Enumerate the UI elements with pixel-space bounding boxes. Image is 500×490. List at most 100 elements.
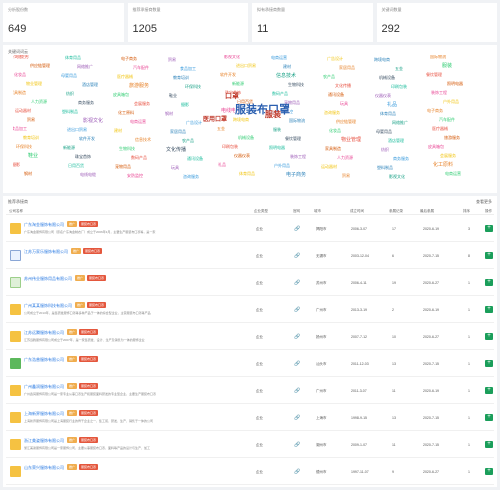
- company-name-link[interactable]: 上海新界服饰有限公司: [24, 411, 64, 416]
- link-icon[interactable]: 🔗: [294, 307, 301, 313]
- add-button[interactable]: +: [485, 468, 493, 475]
- company-type: 企业: [256, 254, 263, 258]
- link-icon[interactable]: 🔗: [294, 253, 301, 259]
- keyword: 环保科技: [16, 144, 32, 149]
- table-row: 山东荣兴服饰有限公司 推广 服装布口罩 企业 🔗 德州市 1997-11-07 9 2020-6…: [6, 459, 494, 485]
- keyword: 教育培训: [23, 135, 39, 140]
- stat-card: 分析股份数 649: [3, 3, 124, 42]
- category-tag: 服装布口罩: [79, 464, 99, 470]
- keyword: 电线电缆: [80, 172, 96, 177]
- link-icon[interactable]: 🔗: [294, 388, 301, 394]
- promo-tag: 推广: [75, 275, 86, 281]
- last-exhibition: 2020-6-27: [423, 335, 439, 339]
- keyword: 影视文化: [224, 55, 240, 59]
- city: 揭阳市: [316, 227, 327, 231]
- add-button[interactable]: +: [485, 387, 493, 394]
- exhibition-count: 9: [392, 470, 394, 474]
- keyword: 化工原料: [118, 110, 134, 115]
- company-description: 浙江美姿服饰有限公司是一家服饰公司，主要从事服装布口罩、面料等产品的设计与生产、…: [24, 446, 151, 450]
- keyword: 食品加工: [180, 66, 196, 71]
- keyword: 五金: [395, 66, 403, 71]
- table-header: 公司名称 企业类型 官网 城市 成立时间 参展记录 最后参展 排序 操作: [6, 207, 494, 215]
- rank: 1: [468, 335, 470, 339]
- keyword: 贸易: [342, 173, 350, 178]
- col-action: 操作: [485, 209, 492, 213]
- company-name-link[interactable]: 江苏远腾服饰有限公司: [24, 330, 64, 335]
- company-name-link[interactable]: 广东淘金服饰有限公司: [24, 222, 64, 227]
- last-exhibition: 2020-6-19: [423, 227, 439, 231]
- keyword: 医疗器械: [432, 126, 448, 131]
- link-icon[interactable]: 🔗: [294, 469, 301, 475]
- link-icon[interactable]: 🔗: [294, 334, 301, 340]
- keyword: 玩具: [340, 101, 348, 106]
- company-name-link[interactable]: 广州某某服饰科技有限公司: [24, 303, 72, 308]
- add-button[interactable]: +: [485, 252, 493, 259]
- promo-tag: 推广: [75, 302, 86, 308]
- company-name-link[interactable]: 江苏万家乐服饰有限公司: [24, 249, 68, 254]
- table-row: 广州鑫润服饰有限公司 推广 服装布口罩 广州鑫润服饰有限公司是一家专业从事口罩生产和服…: [6, 378, 494, 404]
- exhibition-count: 17: [392, 227, 396, 231]
- add-button[interactable]: +: [485, 414, 493, 421]
- link-icon[interactable]: 🔗: [294, 280, 301, 286]
- keyword: 皮具箱包: [428, 144, 444, 149]
- keyword: 电子商务: [286, 172, 307, 178]
- company-description: 江苏远腾服饰有限公司成立于2007年，是一家集研发、设计、生产及销售为一体的服饰…: [24, 338, 145, 342]
- add-button[interactable]: +: [485, 333, 493, 340]
- link-icon[interactable]: 🔗: [294, 361, 301, 367]
- city: 广州市: [316, 308, 327, 312]
- company-name-link[interactable]: 苏州伟业服饰用品有限公司: [24, 276, 72, 281]
- promo-tag: 推广: [67, 464, 78, 470]
- keyword: 玩具: [171, 165, 179, 170]
- keyword: 农产品: [182, 138, 194, 143]
- company-name-link[interactable]: 广州鑫润服饰有限公司: [24, 384, 64, 389]
- view-more-link[interactable]: 查看更多: [476, 199, 492, 204]
- company-name-link[interactable]: 浙江美姿服饰有限公司: [24, 438, 64, 443]
- add-button[interactable]: +: [485, 279, 493, 286]
- add-button[interactable]: +: [485, 441, 493, 448]
- stat-label: 关键词数量: [381, 7, 402, 12]
- keyword: 网络推广: [392, 120, 408, 125]
- keyword: 国际物流: [430, 55, 446, 59]
- category-tag: 服装布口罩: [79, 437, 99, 443]
- company-name-link[interactable]: 广东浩普服饰有限公司: [24, 357, 64, 362]
- keyword: 塑料制品: [62, 109, 78, 114]
- exhibition-count: 10: [392, 335, 396, 339]
- keyword: 数码产品: [131, 155, 147, 160]
- link-icon[interactable]: 🔗: [294, 415, 301, 421]
- keyword: 摄影: [13, 162, 20, 167]
- table-row: 苏州伟业服饰用品有限公司 推广 服装布口罩 企业 🔗 苏州市 2006-4-11 19 2020…: [6, 270, 494, 296]
- keyword: 建材: [283, 64, 291, 69]
- keyword: 电子商务: [121, 56, 137, 61]
- stat-card: 拟有承接商数量 11: [252, 3, 373, 42]
- add-button[interactable]: +: [485, 360, 493, 367]
- add-button[interactable]: +: [485, 225, 493, 232]
- city: 广州市: [316, 389, 327, 393]
- category-tag: 服装布口罩: [87, 275, 107, 281]
- category-tag: 服装布口罩: [83, 248, 103, 254]
- exhibition-count: 11: [392, 389, 396, 393]
- keyword: 服装: [442, 63, 453, 69]
- link-icon[interactable]: 🔗: [294, 442, 301, 448]
- keyword: 人力资源: [337, 155, 353, 160]
- table-row: 广东淘金服饰有限公司 推广 服装布口罩 广东淘金服饰有限公司（原名广东淘金制衣厂）成立…: [6, 216, 494, 242]
- stat-label: 推荐承接商数量: [132, 7, 161, 12]
- stat-value: 649: [8, 23, 27, 35]
- keyword: 照明电器: [447, 81, 463, 86]
- link-icon[interactable]: 🔗: [294, 226, 301, 232]
- city: 德州市: [316, 470, 327, 474]
- keyword: 户外用品: [443, 99, 459, 104]
- rank: 1: [468, 389, 470, 393]
- keyword: 运动器材: [15, 108, 31, 113]
- add-button[interactable]: +: [485, 306, 493, 313]
- keyword: 供应链管理: [336, 119, 356, 124]
- keyword: 物业管理: [26, 81, 42, 86]
- founded-date: 1998-9-15: [351, 416, 367, 420]
- company-type: 企业: [256, 281, 263, 285]
- keyword: 体育用品: [380, 111, 396, 116]
- col-city: 城市: [314, 209, 321, 213]
- keyword-cloud-title: 关键词词云: [8, 49, 28, 54]
- founded-date: 2009-1-07: [351, 443, 367, 447]
- company-name-link[interactable]: 山东荣兴服饰有限公司: [24, 465, 64, 470]
- keyword: 鞋业: [169, 93, 177, 98]
- promo-tag: 推广: [67, 410, 78, 416]
